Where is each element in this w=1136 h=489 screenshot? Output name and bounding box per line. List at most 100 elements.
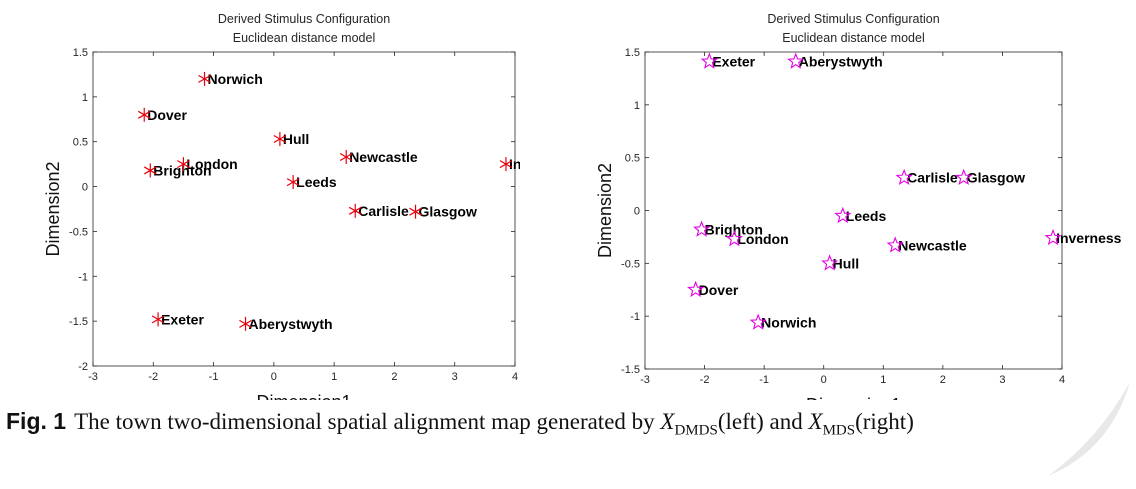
point-label-newcastle: Newcastle bbox=[898, 237, 967, 253]
asterisk-stroke bbox=[177, 160, 190, 169]
x-tick-label: 2 bbox=[391, 371, 397, 383]
chart-subtitle: Euclidean distance model bbox=[782, 31, 924, 45]
point-label-newcastle: Newcastle bbox=[349, 149, 418, 165]
point-marker-dover bbox=[687, 280, 705, 298]
point-label-glasgow: Glasgow bbox=[967, 170, 1025, 186]
y-tick-label: 1.5 bbox=[73, 47, 88, 59]
point-label-aberystwyth: Aberystwyth bbox=[249, 316, 333, 332]
point-marker-norwich bbox=[749, 313, 767, 330]
asterisk-stroke bbox=[499, 160, 513, 169]
point-label-london: London bbox=[737, 231, 788, 247]
asterisk-stroke bbox=[348, 206, 362, 215]
y-tick-label: -1 bbox=[78, 271, 88, 283]
point-marker-brighton bbox=[143, 163, 157, 178]
y-axis-label: Dimension2 bbox=[595, 163, 615, 258]
y-tick-label: 0 bbox=[634, 206, 640, 218]
point-label-inverness: Inverness bbox=[1056, 230, 1122, 246]
x-tick-label: 2 bbox=[940, 374, 946, 386]
asterisk-stroke bbox=[239, 319, 252, 328]
plot-area bbox=[644, 51, 1063, 370]
point-marker-newcastle bbox=[886, 236, 904, 253]
x-tick-label: -3 bbox=[640, 374, 650, 386]
figure: Derived Stimulus Configuration Euclidean … bbox=[43, 12, 1122, 400]
page-curl-watermark bbox=[1048, 382, 1130, 476]
y-tick-label: 1 bbox=[634, 100, 640, 112]
point-label-aberystwyth: Aberystwyth bbox=[799, 54, 883, 70]
point-marker-dover bbox=[137, 107, 151, 122]
x-axis-label: Dimension1 bbox=[256, 392, 351, 400]
asterisk-stroke bbox=[151, 315, 165, 324]
point-marker-carlisle bbox=[895, 168, 913, 186]
point-marker-leeds bbox=[834, 206, 852, 224]
asterisk-stroke bbox=[143, 166, 157, 175]
x-tick-label: 0 bbox=[271, 371, 277, 383]
point-marker-london bbox=[177, 157, 190, 172]
y-tick-label: -1 bbox=[630, 311, 640, 323]
y-tick-label: 0.5 bbox=[625, 153, 640, 165]
point-marker-aberystwyth bbox=[787, 52, 805, 69]
point-label-norwich: Norwich bbox=[208, 71, 263, 87]
point-marker-newcastle bbox=[339, 149, 353, 164]
point-label-dover: Dover bbox=[147, 107, 187, 123]
point-label-carlisle: Carlisle bbox=[907, 170, 958, 186]
caption-symbol-1: X bbox=[660, 409, 675, 434]
point-label-exeter: Exeter bbox=[161, 311, 204, 327]
x-tick-label: 3 bbox=[452, 371, 458, 383]
point-marker-exeter bbox=[700, 52, 718, 69]
point-marker-exeter bbox=[151, 312, 165, 327]
y-tick-label: 0 bbox=[82, 182, 88, 194]
point-marker-carlisle bbox=[348, 203, 362, 218]
x-tick-label: -3 bbox=[88, 371, 98, 383]
point-marker-london bbox=[725, 229, 743, 247]
point-marker-glasgow bbox=[409, 204, 422, 219]
chart-title: Derived Stimulus Configuration bbox=[767, 12, 939, 26]
point-label-glasgow: Glasgow bbox=[419, 204, 477, 220]
y-tick-label: 0.5 bbox=[73, 137, 88, 149]
x-tick-label: -1 bbox=[759, 374, 769, 386]
caption-subscript-1: DMDS bbox=[674, 422, 718, 439]
x-tick-label: -2 bbox=[700, 374, 710, 386]
point-marker-norwich bbox=[198, 71, 211, 86]
asterisk-stroke bbox=[339, 152, 353, 161]
point-label-leeds: Leeds bbox=[296, 174, 337, 190]
point-label-london: London bbox=[186, 156, 237, 172]
point-labels: Exeter Aberystwyth Carlisle Glasgow Leeds Bri… bbox=[699, 54, 1122, 331]
point-label-dover: Dover bbox=[699, 282, 739, 298]
y-axis-label: Dimension2 bbox=[43, 161, 63, 256]
x-axis-label: Dimension1 bbox=[806, 395, 901, 400]
chart-panel-1: Derived Stimulus Configuration Euclidean … bbox=[43, 12, 575, 400]
point-label-leeds: Leeds bbox=[846, 208, 887, 224]
y-tick-label: -2 bbox=[78, 361, 88, 373]
point-marker-aberystwyth bbox=[239, 316, 252, 331]
point-label-brighton: Brighton bbox=[153, 162, 211, 178]
point-marker-brighton bbox=[692, 220, 711, 237]
x-tick-label: -2 bbox=[148, 371, 158, 383]
y-tick-label: -0.5 bbox=[621, 258, 640, 270]
figure-caption: Fig. 1 The town two-dimensional spatial a… bbox=[6, 408, 1126, 440]
caption-text-2: (left) and bbox=[717, 409, 809, 434]
point-marker-inverness bbox=[499, 157, 513, 172]
point-marker-inverness bbox=[1044, 228, 1062, 246]
point-marker-hull bbox=[273, 132, 287, 147]
x-tick-label: 3 bbox=[999, 374, 1005, 386]
y-tick-label: 1 bbox=[82, 92, 88, 104]
asterisk-stroke bbox=[286, 178, 300, 187]
asterisk-stroke bbox=[409, 207, 422, 216]
point-label-hull: Hull bbox=[283, 131, 309, 147]
point-marker-leeds bbox=[286, 175, 300, 190]
point-label-inverness: Inverness bbox=[509, 156, 575, 172]
point-label-hull: Hull bbox=[833, 255, 859, 271]
point-marker-hull bbox=[821, 254, 839, 271]
x-tick-label: 4 bbox=[512, 371, 518, 383]
caption-text-1: The town two-dimensional spatial alignme… bbox=[74, 409, 661, 434]
x-tick-label: 0 bbox=[821, 374, 827, 386]
caption-subscript-2: MDS bbox=[822, 422, 856, 439]
x-tick-label: -1 bbox=[209, 371, 219, 383]
caption-text-3: (right) bbox=[855, 409, 914, 434]
y-tick-label: -0.5 bbox=[69, 226, 88, 238]
plot-area bbox=[92, 51, 516, 367]
point-label-exeter: Exeter bbox=[712, 54, 755, 70]
asterisk-stroke bbox=[273, 135, 287, 144]
caption-symbol-2: X bbox=[808, 409, 823, 434]
